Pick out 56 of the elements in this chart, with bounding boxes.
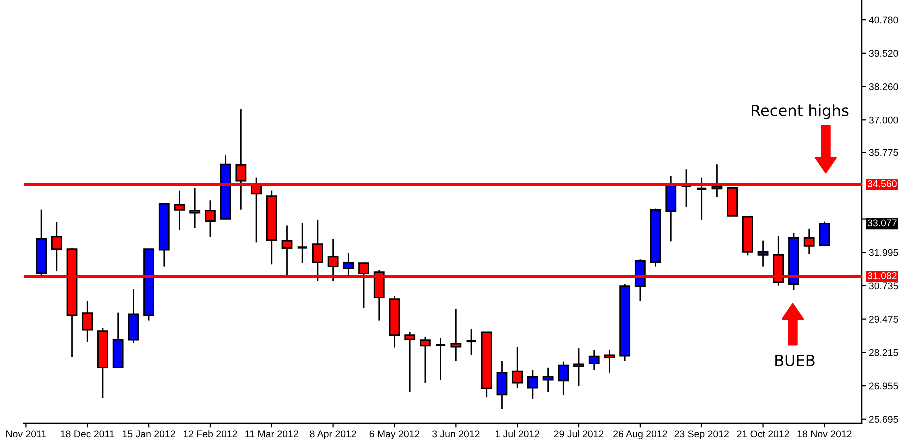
- text: 33.077: [868, 220, 897, 227]
- candlestick: [680, 168, 692, 208]
- y-tick-label: 37.000: [869, 116, 898, 124]
- annotation: Recent highs: [752, 104, 849, 120]
- x-tick-label: 29 Jul 2012: [554, 430, 604, 438]
- candlestick: [696, 177, 708, 221]
- candlestick: [174, 190, 186, 231]
- x-tick-label: 12 Feb 2012: [184, 430, 238, 438]
- x-tick-label: 3 Jun 2012: [432, 430, 480, 438]
- x-tick-label: 1 Jul 2012: [496, 430, 540, 438]
- x-tick-label: 8 Apr 2012: [310, 430, 356, 440]
- candlestick: [404, 332, 416, 393]
- candlestick: [527, 370, 538, 400]
- y-tick-label: 39.520: [869, 50, 898, 58]
- candlestick: [804, 228, 815, 255]
- candlestick: [542, 367, 554, 393]
- candlestick: [512, 346, 524, 389]
- candlestick: [434, 338, 447, 382]
- candlestick: [558, 361, 570, 396]
- candlestick: [496, 360, 508, 410]
- y-tick-label: 30.735: [869, 282, 898, 290]
- candlestick: [190, 187, 201, 229]
- candlestick: [343, 252, 354, 277]
- candlestick: [588, 349, 600, 371]
- y-tick-label: 38.260: [869, 84, 898, 90]
- y-tick-label: 29.475: [869, 316, 898, 323]
- annotation: BUEB: [776, 355, 815, 366]
- x-tick-label: 21 Oct 2012: [737, 430, 790, 438]
- ref-line-label: 34.560: [868, 180, 897, 188]
- candlestick: [758, 240, 769, 268]
- y-tick-label: 26.955: [869, 382, 898, 390]
- x-tick-label: 18 Nov 2012: [798, 430, 852, 438]
- x-tick-label: 26 Aug 2012: [614, 430, 668, 440]
- candlestick: [819, 221, 830, 246]
- candlestick: [604, 349, 616, 374]
- y-tick-label: 28.215: [869, 349, 898, 356]
- x-tick-label: 18 Dec 2011: [61, 430, 114, 438]
- x-tick-label: Nov 2011: [6, 430, 46, 438]
- x-tick-label: 6 May 2012: [370, 430, 420, 440]
- candlestick: [712, 164, 723, 198]
- candlestick: [296, 222, 308, 264]
- y-tick-label: 31.995: [869, 249, 898, 256]
- candlestick: [466, 328, 478, 356]
- candlestick: [82, 300, 94, 343]
- candlestick: [205, 200, 216, 238]
- candlestick: [574, 348, 584, 387]
- candlestick: [51, 221, 62, 272]
- candlestick: [450, 308, 462, 362]
- candlestick: [420, 336, 431, 384]
- y-tick-label: 40.780: [869, 16, 898, 24]
- x-tick-label: 11 Mar 2012: [246, 430, 298, 438]
- y-tick-label: 25.695: [869, 416, 898, 424]
- x-tick-label: 15 Jan 2012: [123, 430, 176, 438]
- ref-line-label: 31.082: [868, 272, 897, 280]
- y-tick-label: 35.775: [869, 149, 898, 156]
- x-tick-label: 23 Sep 2012: [674, 430, 729, 440]
